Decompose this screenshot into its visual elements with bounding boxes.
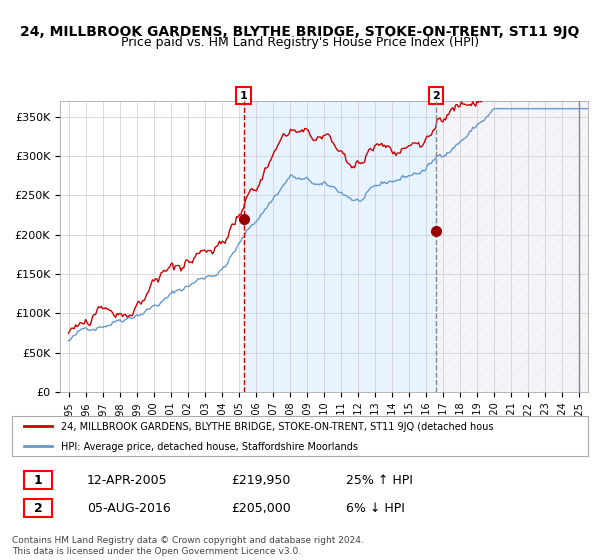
FancyBboxPatch shape [23, 471, 52, 489]
Bar [244, 101, 436, 392]
Text: £205,000: £205,000 [231, 502, 290, 515]
Text: 24, MILLBROOK GARDENS, BLYTHE BRIDGE, STOKE-ON-TRENT, ST11 9JQ: 24, MILLBROOK GARDENS, BLYTHE BRIDGE, ST… [20, 25, 580, 39]
FancyBboxPatch shape [23, 500, 52, 517]
Text: Contains HM Land Registry data © Crown copyright and database right 2024.
This d: Contains HM Land Registry data © Crown c… [12, 536, 364, 556]
Text: 24, MILLBROOK GARDENS, BLYTHE BRIDGE, STOKE-ON-TRENT, ST11 9JQ (detached hous: 24, MILLBROOK GARDENS, BLYTHE BRIDGE, ST… [61, 422, 493, 432]
Text: 1: 1 [34, 474, 42, 487]
Text: 25% ↑ HPI: 25% ↑ HPI [346, 474, 413, 487]
Text: HPI: Average price, detached house, Staffordshire Moorlands: HPI: Average price, detached house, Staf… [61, 442, 358, 452]
Text: £219,950: £219,950 [231, 474, 290, 487]
Text: 6% ↓ HPI: 6% ↓ HPI [346, 502, 405, 515]
Text: 05-AUG-2016: 05-AUG-2016 [87, 502, 170, 515]
Bar [436, 101, 588, 392]
Text: 12-APR-2005: 12-APR-2005 [87, 474, 167, 487]
Text: Price paid vs. HM Land Registry's House Price Index (HPI): Price paid vs. HM Land Registry's House … [121, 36, 479, 49]
Text: 2: 2 [432, 91, 440, 101]
Text: 1: 1 [240, 91, 247, 101]
Text: 2: 2 [34, 502, 42, 515]
